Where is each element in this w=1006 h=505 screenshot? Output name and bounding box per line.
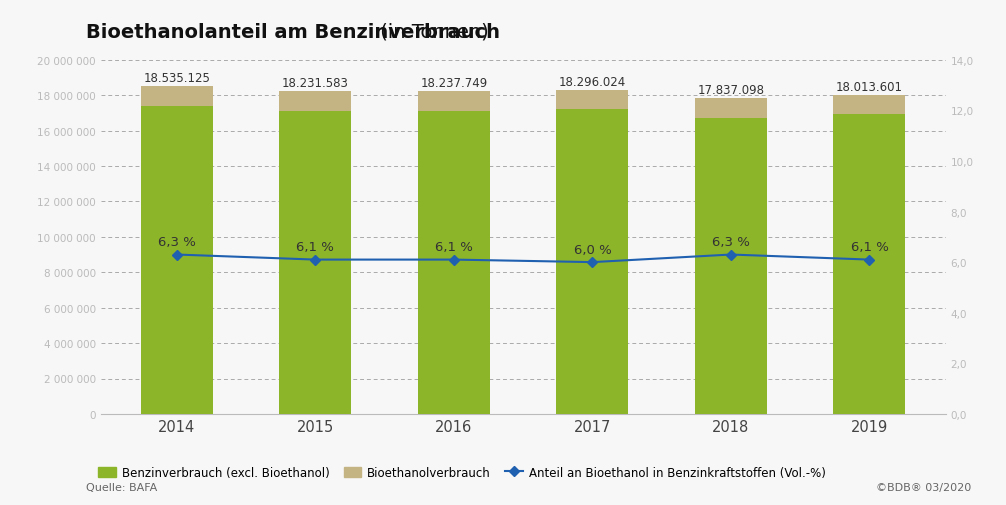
Anteil an Bioethanol in Benzinkraftstoffen (Vol.-%) bbox=[448, 257, 460, 263]
Legend: Benzinverbrauch (excl. Bioethanol), Bioethanolverbrauch, Anteil an Bioethanol in: Benzinverbrauch (excl. Bioethanol), Bioe… bbox=[98, 466, 826, 479]
Text: 6,3 %: 6,3 % bbox=[158, 236, 196, 249]
Text: 18.535.125: 18.535.125 bbox=[143, 71, 210, 84]
Text: 6,1 %: 6,1 % bbox=[297, 241, 334, 254]
Text: 6,0 %: 6,0 % bbox=[573, 243, 612, 257]
Bar bbox=[280, 112, 351, 414]
Bar bbox=[695, 119, 767, 414]
Bar bbox=[556, 91, 629, 110]
Anteil an Bioethanol in Benzinkraftstoffen (Vol.-%) bbox=[863, 257, 875, 263]
Bar bbox=[556, 110, 629, 414]
Text: (in Tonnen): (in Tonnen) bbox=[374, 23, 489, 42]
Anteil an Bioethanol in Benzinkraftstoffen (Vol.-%) bbox=[586, 260, 599, 266]
Anteil an Bioethanol in Benzinkraftstoffen (Vol.-%) bbox=[171, 252, 183, 258]
Text: 18.296.024: 18.296.024 bbox=[558, 76, 626, 88]
Bar bbox=[833, 96, 905, 115]
Text: 6,1 %: 6,1 % bbox=[850, 241, 888, 254]
Bar bbox=[280, 92, 351, 112]
Text: 6,1 %: 6,1 % bbox=[435, 241, 473, 254]
Text: 18.237.749: 18.237.749 bbox=[421, 77, 488, 89]
Text: Quelle: BAFA: Quelle: BAFA bbox=[86, 482, 157, 492]
Text: 18.231.583: 18.231.583 bbox=[282, 77, 349, 90]
Text: ©BDB® 03/2020: ©BDB® 03/2020 bbox=[875, 482, 971, 492]
Text: 6,3 %: 6,3 % bbox=[712, 236, 749, 249]
Anteil an Bioethanol in Benzinkraftstoffen (Vol.-%) bbox=[309, 257, 321, 263]
Bar bbox=[141, 107, 213, 414]
Bar bbox=[695, 99, 767, 119]
Bar bbox=[417, 112, 490, 414]
Line: Anteil an Bioethanol in Benzinkraftstoffen (Vol.-%): Anteil an Bioethanol in Benzinkraftstoff… bbox=[173, 251, 873, 266]
Bar bbox=[833, 115, 905, 414]
Text: 18.013.601: 18.013.601 bbox=[836, 81, 903, 93]
Bar bbox=[141, 86, 213, 107]
Bar bbox=[417, 92, 490, 112]
Text: Bioethanolanteil am Benzinverbrauch: Bioethanolanteil am Benzinverbrauch bbox=[86, 23, 500, 42]
Anteil an Bioethanol in Benzinkraftstoffen (Vol.-%) bbox=[725, 252, 737, 258]
Text: 17.837.098: 17.837.098 bbox=[697, 84, 765, 97]
